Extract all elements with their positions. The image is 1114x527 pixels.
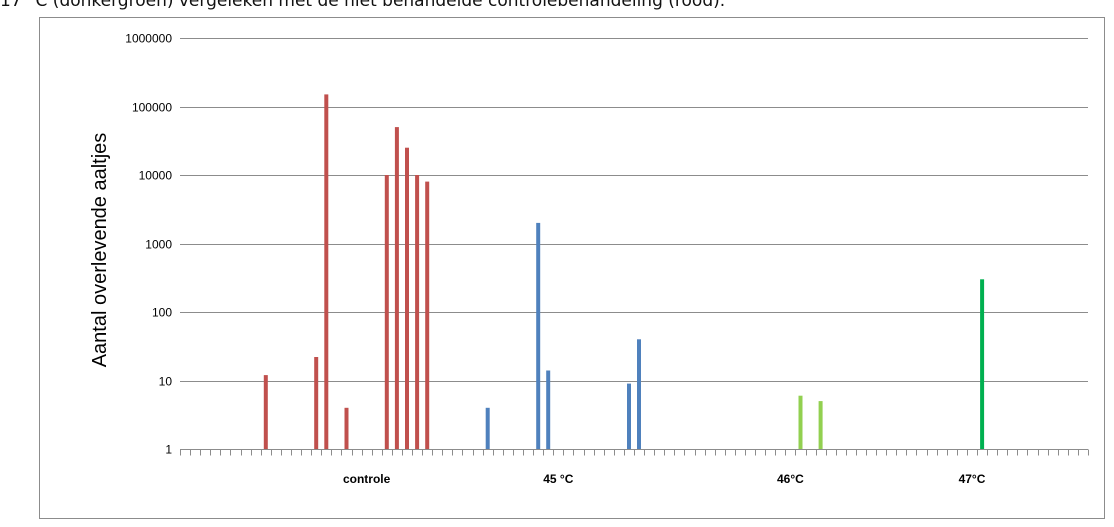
x-category-label: 45 °C bbox=[543, 472, 573, 486]
bar bbox=[394, 127, 399, 449]
y-tick-label: 1000 bbox=[145, 238, 172, 252]
bars bbox=[263, 94, 985, 450]
x-category-labels: controle 45 °C 46°C 47°C bbox=[343, 472, 986, 486]
chart-frame bbox=[39, 17, 1105, 519]
bar bbox=[627, 383, 631, 449]
y-axis-label: Aantal overlevende aaltjes bbox=[89, 133, 111, 368]
bar bbox=[425, 181, 430, 449]
y-tick-label: 10000 bbox=[139, 169, 173, 183]
y-tick-label: 100 bbox=[152, 306, 172, 320]
bar bbox=[980, 279, 985, 449]
bar bbox=[818, 401, 823, 449]
bar bbox=[344, 407, 349, 449]
y-tick-label: 10 bbox=[159, 375, 173, 389]
x-category-label: 47°C bbox=[959, 472, 986, 486]
y-tick-label: 100000 bbox=[132, 101, 172, 115]
bar bbox=[263, 375, 268, 449]
x-axis bbox=[180, 449, 1089, 456]
y-axis-tick-labels: 1 10 100 1000 10000 100000 1000000 bbox=[125, 32, 172, 457]
bar bbox=[384, 175, 389, 449]
bar bbox=[798, 395, 803, 449]
grid-lines bbox=[180, 38, 1088, 382]
bar bbox=[637, 339, 641, 449]
bar bbox=[415, 175, 420, 449]
x-category-label: controle bbox=[343, 472, 391, 486]
x-category-label: 46°C bbox=[777, 472, 804, 486]
y-tick-label: 1000000 bbox=[125, 32, 172, 46]
figure-caption: 17 °C (donkergroen) vergeleken met de ni… bbox=[0, 0, 726, 11]
bar bbox=[405, 147, 409, 449]
bar bbox=[546, 370, 551, 449]
y-tick-label: 1 bbox=[165, 443, 172, 457]
bar bbox=[324, 94, 329, 450]
bar bbox=[485, 407, 490, 449]
bar bbox=[536, 222, 541, 449]
bar bbox=[314, 357, 319, 449]
